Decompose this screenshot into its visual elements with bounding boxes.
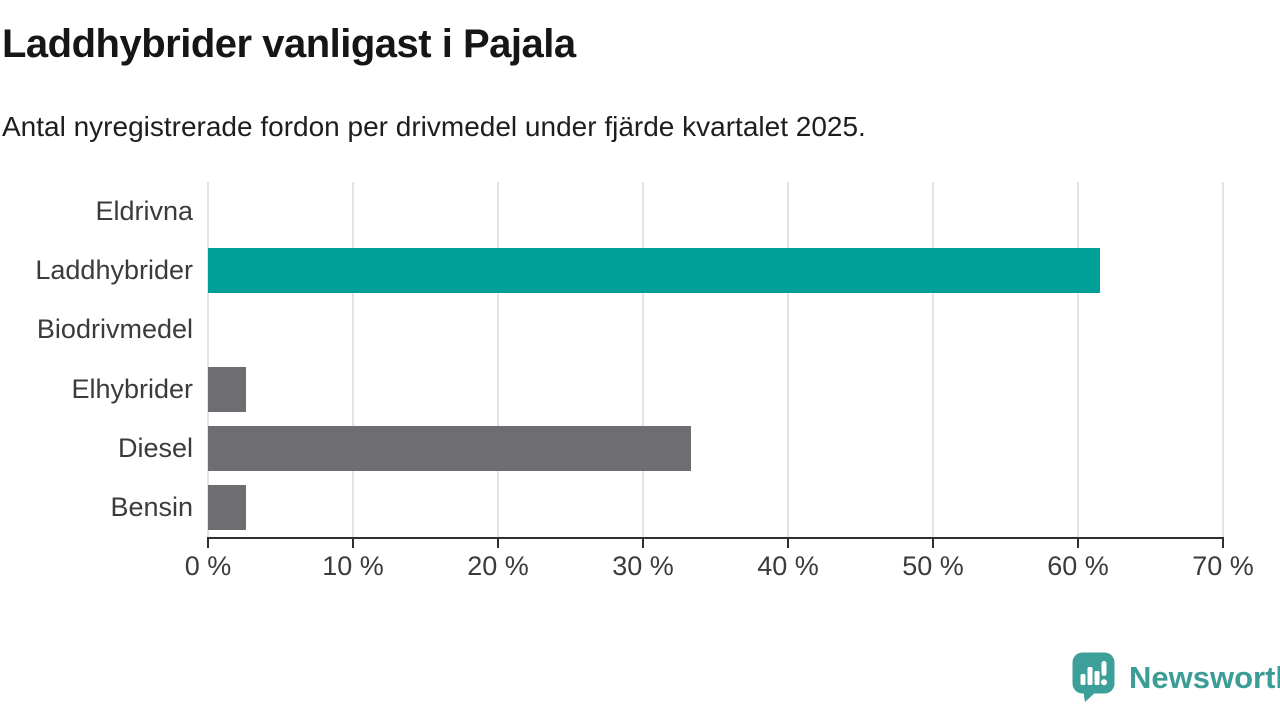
x-tick-20 [497,539,499,548]
x-tick-label-20: 20 % [467,551,529,581]
gridline-70pct [1222,182,1224,537]
y-label-bensin: Bensin [110,491,193,522]
gridline-20pct [497,182,499,537]
y-label-laddhybrider: Laddhybrider [35,255,193,286]
x-tick-label-70: 70 % [1192,551,1254,581]
gridline-40pct [787,182,789,537]
gridline-0pct [207,182,209,537]
x-tick-label-10: 10 % [322,551,384,581]
y-label-elhybrider: Elhybrider [71,373,193,404]
bar-chart: Eldrivna Laddhybrider Biodrivmedel Elhybrid… [0,182,1280,592]
x-tick-30 [642,539,644,548]
x-axis-line [207,537,1224,539]
bar-chart-speech-bubble-icon [1071,651,1116,704]
y-label-biodrivmedel: Biodrivmedel [36,314,193,345]
chart-subtitle: Antal nyregistrerade fordon per drivmede… [2,111,866,142]
x-tick-label-50: 50 % [902,551,964,581]
x-tick-label-0: 0 % [184,551,232,581]
x-tick-label-60: 60 % [1047,551,1109,581]
x-tick-60 [1077,539,1079,548]
plot-area [207,182,1224,537]
x-tick-label-40: 40 % [757,551,819,581]
x-tick-10 [352,539,354,548]
y-axis-labels: Eldrivna Laddhybrider Biodrivmedel Elhybrid… [0,182,193,537]
bar-diesel [208,425,691,471]
bar-laddhybrider [208,248,1100,294]
gridline-60pct [1077,182,1079,537]
x-tick-label-30: 30 % [612,551,674,581]
gridline-10pct [352,182,354,537]
bar-bensin [208,484,246,530]
x-tick-50 [932,539,934,548]
chart-title: Laddhybrider vanligast i Pajala [2,22,576,66]
x-tick-70 [1222,539,1224,548]
x-tick-0 [207,539,209,548]
brand-name: Newsworthy [1129,659,1280,695]
x-tick-40 [787,539,789,548]
bar-elhybrider [208,366,246,412]
y-label-diesel: Diesel [117,432,193,463]
gridline-30pct [642,182,644,537]
gridline-50pct [932,182,934,537]
newsworthy-logo: Newsworthy [1071,651,1280,704]
y-label-eldrivna: Eldrivna [95,196,193,227]
